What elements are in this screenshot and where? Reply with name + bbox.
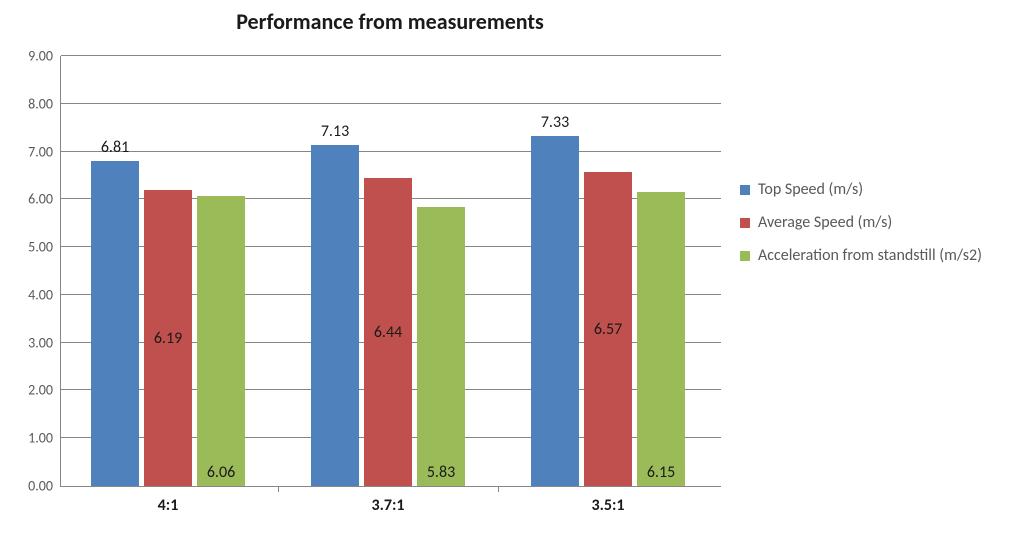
y-tick-label: 5.00: [28, 239, 53, 256]
legend-item: Top Speed (m/s): [740, 180, 982, 199]
data-label: 6.15: [637, 463, 685, 482]
x-tick-label: 3.5:1: [591, 496, 624, 515]
y-tick-label: 9.00: [28, 48, 53, 65]
y-tick-label: 0.00: [28, 478, 53, 495]
bar: [417, 207, 465, 486]
legend-label: Top Speed (m/s): [758, 180, 863, 199]
chart-title: Performance from measurements: [0, 8, 780, 35]
y-tick-label: 4.00: [28, 286, 53, 303]
chart-container: Performance from measurements 0.001.002.…: [0, 0, 1024, 546]
legend-item: Average Speed (m/s): [740, 213, 982, 232]
data-label: 7.33: [531, 113, 579, 132]
y-tick-label: 6.00: [28, 191, 53, 208]
bars-layer: 6.81 6.19 6.06 7.13 6.44 5.83 7.33 6.57 6.15: [61, 56, 721, 486]
bar: [637, 192, 685, 486]
x-tick-label: 4:1: [158, 496, 179, 515]
data-label: 7.13: [311, 122, 359, 141]
legend-item: Acceleration from standstill (m/s2): [740, 246, 982, 265]
legend-swatch: [740, 218, 750, 228]
y-tick-label: 7.00: [28, 143, 53, 160]
y-tick-label: 3.00: [28, 334, 53, 351]
x-tick-mark: [278, 486, 279, 492]
data-label: 5.83: [417, 463, 465, 482]
data-label: 6.06: [197, 463, 245, 482]
data-label: 6.81: [91, 138, 139, 157]
y-tick-label: 1.00: [28, 430, 53, 447]
legend-label: Acceleration from standstill (m/s2): [758, 246, 982, 265]
data-label: 6.57: [584, 320, 632, 339]
data-label: 6.19: [144, 329, 192, 348]
data-label: 6.44: [364, 323, 412, 342]
legend-swatch: [740, 185, 750, 195]
x-tick-mark: [498, 486, 499, 492]
legend-swatch: [740, 251, 750, 261]
y-tick-label: 2.00: [28, 382, 53, 399]
bar: [91, 161, 139, 486]
plot-area: 0.001.002.003.004.005.006.007.008.009.00…: [60, 56, 721, 487]
y-tick-label: 8.00: [28, 95, 53, 112]
legend: Top Speed (m/s) Average Speed (m/s) Accele…: [740, 180, 982, 279]
x-tick-label: 3.7:1: [371, 496, 404, 515]
bar: [197, 196, 245, 486]
bar: [311, 145, 359, 486]
bar: [531, 136, 579, 486]
legend-label: Average Speed (m/s): [758, 213, 892, 232]
